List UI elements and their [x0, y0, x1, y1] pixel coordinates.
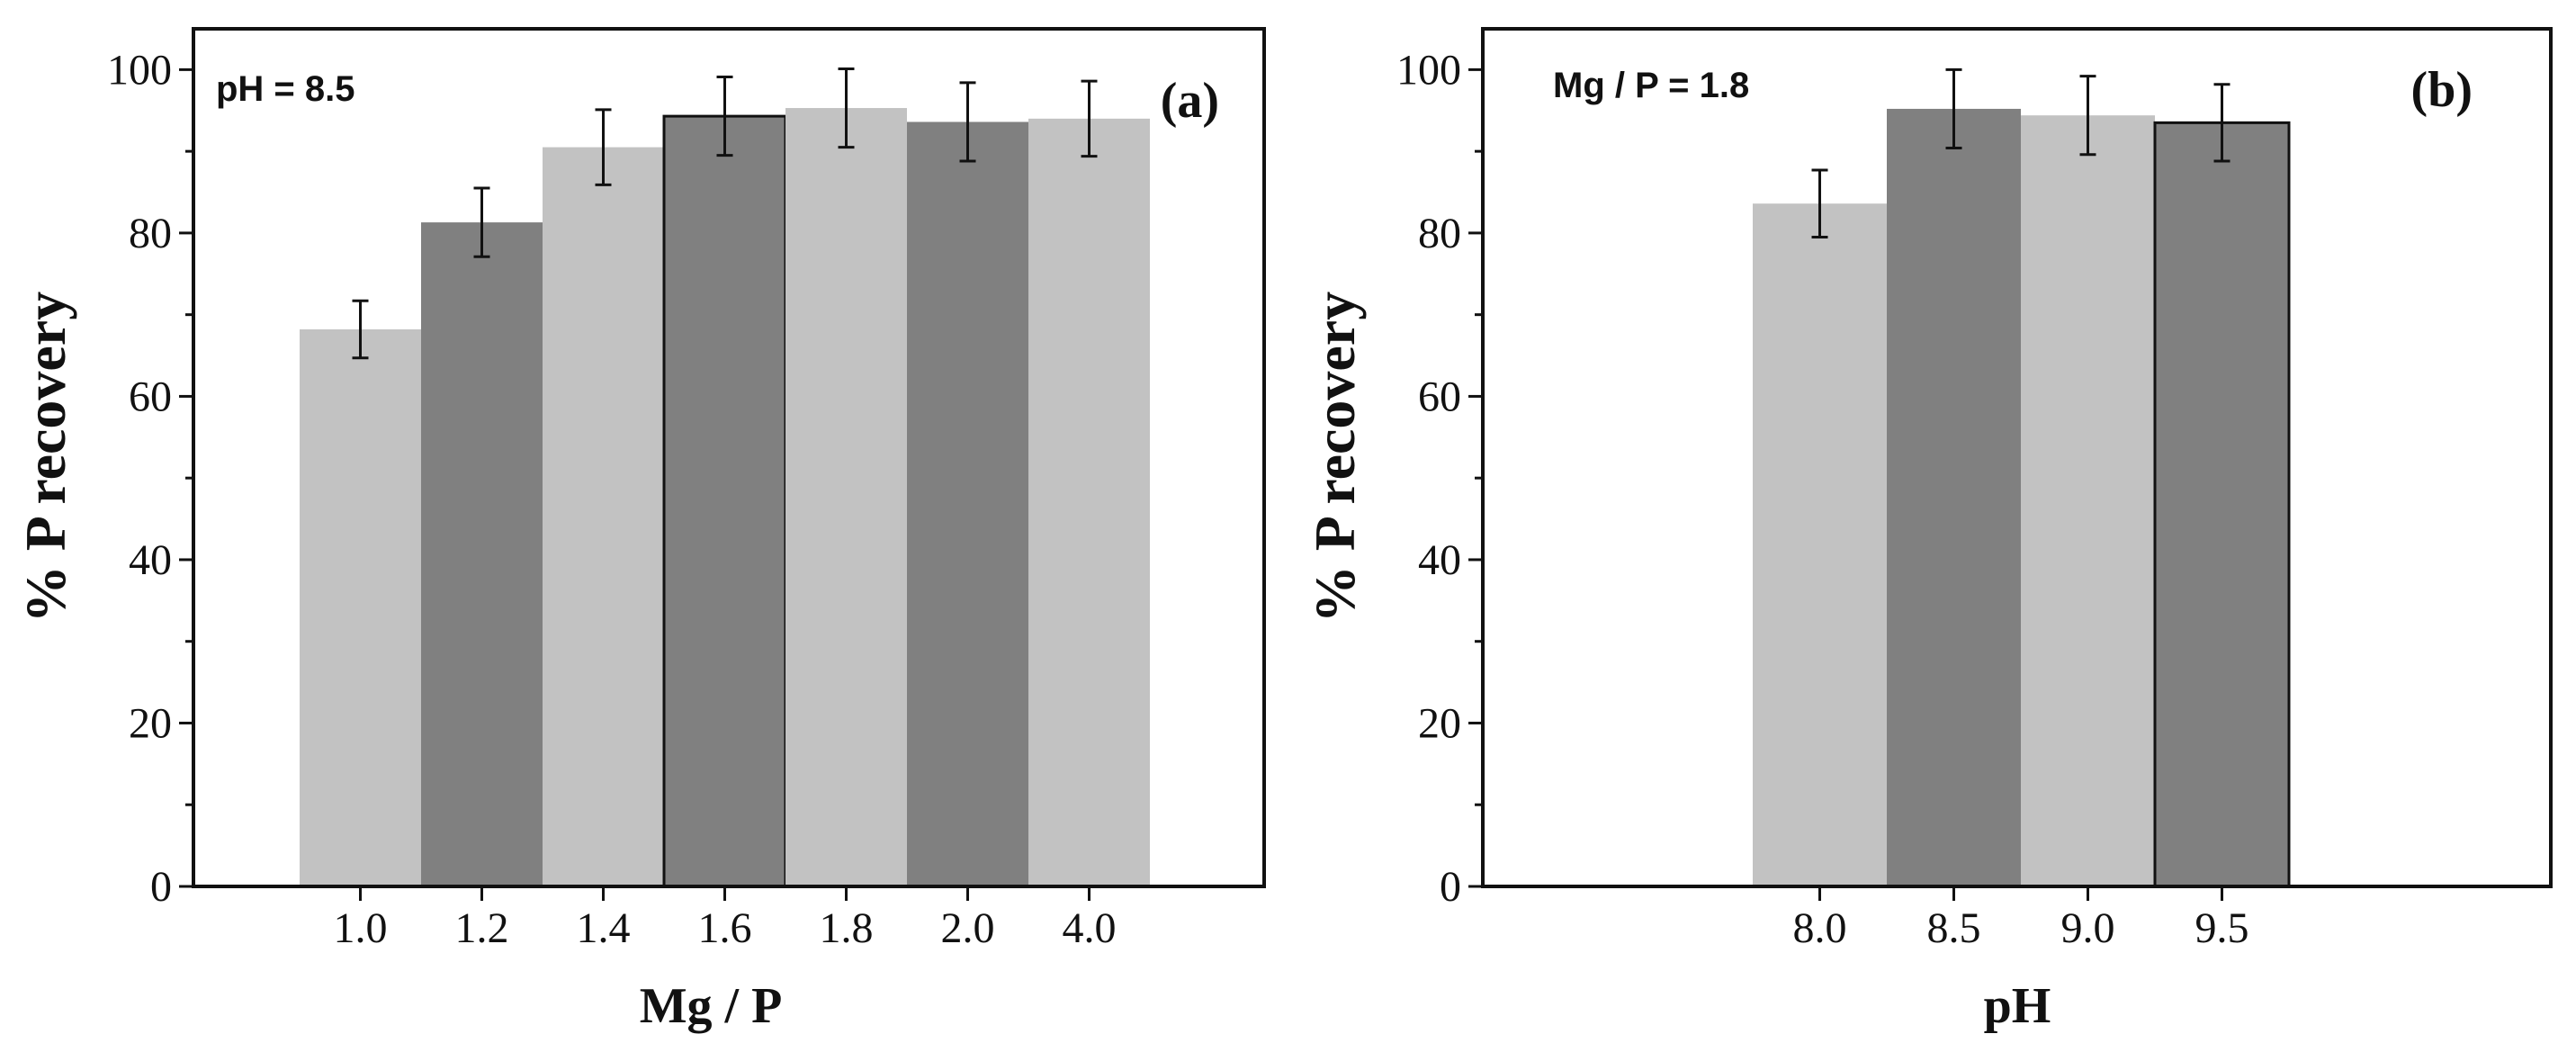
bar-4-0: [1028, 118, 1150, 887]
condition-annotation: Mg / P = 1.8: [1553, 66, 1749, 105]
y-tick-label: 100: [1396, 46, 1461, 94]
error-bar: [595, 108, 612, 186]
error-bar: [1945, 67, 1962, 150]
error-bar: [473, 186, 490, 258]
bar-1-2: [421, 222, 543, 886]
bar-1-6: [662, 114, 787, 888]
y-tick-label: 60: [129, 373, 172, 420]
y-tick-label: 20: [1418, 699, 1461, 747]
condition-annotation: pH = 8.5: [216, 69, 355, 109]
bar-8-5: [1887, 108, 2021, 887]
x-tick-label: 1.2: [455, 904, 509, 952]
panel-b: 0 20 40 60 80 100 8.0 8.5 9.0 9.5 pH % P recovery Mg…: [1303, 27, 2553, 1034]
error-bar: [1811, 168, 1828, 238]
panel-label: (b): [2411, 62, 2473, 118]
error-bar: [838, 67, 855, 149]
y-tick-label: 60: [1418, 373, 1461, 420]
y-tick-label: 80: [1418, 210, 1461, 257]
bar-9-0: [2021, 115, 2155, 886]
y-tick-label: 80: [129, 210, 172, 257]
x-tick-label: 9.0: [2061, 904, 2115, 952]
x-tick-label: 9.5: [2195, 904, 2249, 952]
error-bar: [959, 81, 976, 163]
y-tick-label: 20: [129, 699, 172, 747]
plot-frame: [1481, 27, 2553, 888]
bar-8-0: [1753, 203, 1887, 886]
y-axis-title: % P recovery: [1303, 292, 1367, 623]
x-tick-label: 1.6: [698, 904, 752, 952]
y-ticks: [179, 67, 193, 888]
x-tick-label: 1.4: [577, 904, 631, 952]
y-tick-label: 40: [1418, 536, 1461, 584]
x-tick-label: 8.0: [1793, 904, 1847, 952]
bar-1-0: [300, 329, 421, 887]
bar-1-4: [543, 147, 664, 887]
y-tick-label: 0: [1440, 863, 1461, 911]
y-tick-label: 100: [107, 46, 172, 94]
bar-1-8: [785, 108, 907, 886]
x-axis-title: pH: [1984, 978, 2051, 1034]
bar-2-0: [907, 121, 1028, 886]
panel-a: 0 20 40 60 80 100 1.0 1.2 1.4 1.6 1.8 2.0 4.0 Mg / P%…: [13, 27, 1266, 1034]
x-tick-label: 8.5: [1927, 904, 1981, 952]
error-bar: [2213, 83, 2230, 163]
y-tick-label: 0: [150, 863, 172, 911]
y-ticks: [1468, 67, 1483, 888]
plot-frame: [192, 27, 1266, 888]
x-tick-label: 2.0: [941, 904, 995, 952]
x-tick-label: 1.0: [334, 904, 388, 952]
x-tick-label: 4.0: [1063, 904, 1117, 952]
y-axis-title: % P recovery: [13, 292, 77, 623]
error-bar: [352, 299, 369, 360]
x-tick-label: 1.8: [820, 904, 874, 952]
bar-9-5: [2153, 121, 2291, 888]
error-bar: [2079, 75, 2096, 157]
y-tick-label: 40: [129, 536, 172, 584]
x-axis-title: Mg / P: [640, 978, 783, 1034]
panel-label: (a): [1161, 73, 1219, 129]
error-bar: [1081, 79, 1098, 158]
error-bar: [716, 76, 733, 157]
